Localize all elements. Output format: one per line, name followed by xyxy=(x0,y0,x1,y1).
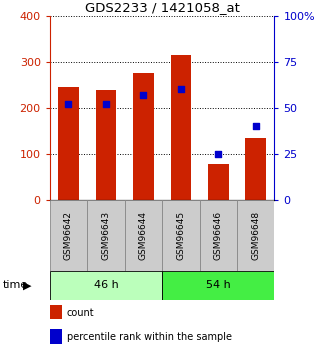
Point xyxy=(216,151,221,157)
Bar xyxy=(170,55,191,200)
Bar xyxy=(162,271,274,300)
Text: GSM96644: GSM96644 xyxy=(139,211,148,260)
Text: GSM96643: GSM96643 xyxy=(101,211,110,260)
Bar xyxy=(200,200,237,271)
Point xyxy=(103,101,108,107)
Bar xyxy=(133,73,154,200)
Point xyxy=(253,124,258,129)
Text: time: time xyxy=(3,280,29,290)
Text: GSM96648: GSM96648 xyxy=(251,211,260,260)
Bar xyxy=(50,200,87,271)
Bar xyxy=(237,200,274,271)
Text: GSM96642: GSM96642 xyxy=(64,211,73,260)
Bar xyxy=(246,138,266,200)
Text: 46 h: 46 h xyxy=(93,280,118,290)
Point xyxy=(66,101,71,107)
Point xyxy=(141,92,146,98)
Bar xyxy=(96,90,116,200)
Title: GDS2233 / 1421058_at: GDS2233 / 1421058_at xyxy=(85,1,239,14)
Text: percentile rank within the sample: percentile rank within the sample xyxy=(67,332,232,342)
Text: count: count xyxy=(67,308,94,318)
Bar xyxy=(208,164,229,200)
Bar xyxy=(50,305,62,319)
Text: 54 h: 54 h xyxy=(206,280,231,290)
Bar xyxy=(50,329,62,344)
Bar xyxy=(125,200,162,271)
Bar xyxy=(162,200,200,271)
Point xyxy=(178,87,183,92)
Text: GSM96645: GSM96645 xyxy=(176,211,185,260)
Text: ▶: ▶ xyxy=(23,280,31,290)
Text: GSM96646: GSM96646 xyxy=(214,211,223,260)
Bar xyxy=(58,87,79,200)
Bar xyxy=(87,200,125,271)
Bar xyxy=(50,271,162,300)
